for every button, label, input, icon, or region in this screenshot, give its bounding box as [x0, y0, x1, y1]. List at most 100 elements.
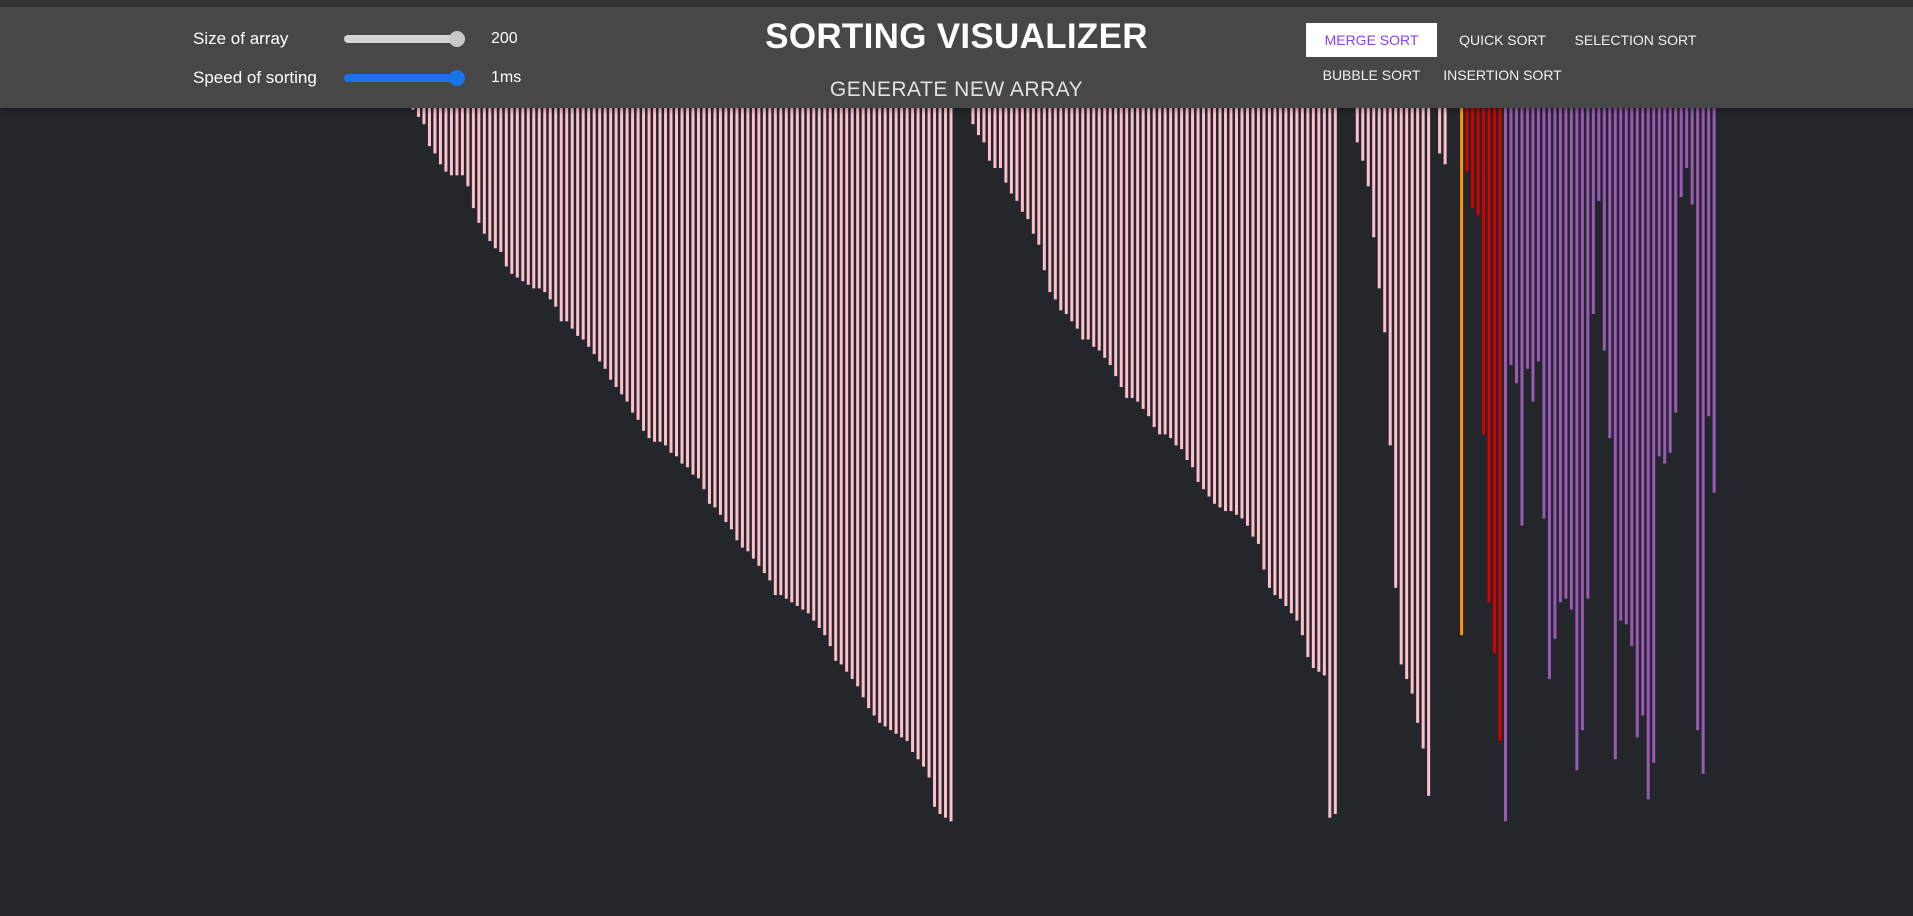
array-bar	[1328, 95, 1332, 818]
generate-new-array-button[interactable]: GENERATE NEW ARRAY	[829, 78, 1084, 101]
array-bar	[1597, 95, 1601, 201]
array-bar	[1493, 95, 1497, 654]
array-bar	[1685, 95, 1689, 168]
speed-value: 1ms	[491, 69, 522, 86]
selection-sort-button[interactable]: SELECTION SORT	[1574, 32, 1697, 48]
array-bar	[1097, 95, 1101, 351]
array-bar	[1042, 95, 1046, 271]
array-bar	[998, 95, 1002, 168]
array-bar	[1086, 95, 1090, 340]
array-bar	[460, 95, 464, 176]
array-bar	[900, 95, 904, 738]
array-bar	[1048, 95, 1052, 293]
array-bar	[1245, 95, 1249, 526]
array-bar	[927, 95, 931, 778]
array-bar	[1520, 95, 1524, 526]
array-bar	[773, 95, 777, 596]
array-bar	[642, 95, 646, 431]
array-bar	[488, 95, 492, 241]
array-bar	[856, 95, 860, 687]
array-bar	[1465, 95, 1469, 172]
speed-slider[interactable]	[344, 70, 465, 86]
array-bar	[702, 95, 706, 490]
array-bar	[933, 95, 937, 807]
array-bar	[1701, 95, 1705, 774]
array-bar	[1421, 95, 1425, 749]
array-bar	[1114, 95, 1118, 377]
array-bar	[653, 95, 657, 442]
size-label: Size of array	[193, 29, 289, 48]
array-bar	[466, 95, 470, 187]
array-bar	[581, 95, 585, 340]
array-bar	[1580, 95, 1584, 731]
array-bar	[828, 95, 832, 647]
array-bar	[916, 95, 920, 760]
array-bar	[1536, 95, 1540, 362]
array-bar	[1608, 95, 1612, 439]
array-bar	[762, 95, 766, 574]
array-bar	[696, 95, 700, 479]
speed-label: Speed of sorting	[193, 68, 317, 87]
array-bar	[1306, 95, 1310, 658]
array-bar	[1191, 95, 1195, 468]
array-bar	[1163, 95, 1167, 435]
array-bar	[944, 95, 948, 818]
array-bar	[1564, 95, 1568, 599]
array-bar	[592, 95, 596, 355]
array-bar	[971, 95, 975, 125]
array-bar	[499, 95, 503, 252]
array-bar	[1289, 95, 1293, 614]
array-bar	[1103, 95, 1107, 358]
array-bar	[526, 95, 530, 285]
bubble-sort-button[interactable]: BUBBLE SORT	[1322, 67, 1421, 83]
array-bar	[938, 95, 942, 814]
array-bar	[1646, 95, 1650, 800]
array-bar	[1064, 95, 1068, 314]
array-bar	[1696, 95, 1700, 731]
speed-slider-thumb[interactable]	[449, 70, 465, 86]
array-bar	[976, 95, 980, 136]
array-bar	[543, 95, 547, 293]
array-bar	[1174, 95, 1178, 446]
array-bar	[1525, 95, 1529, 369]
array-bar	[510, 95, 514, 274]
array-bar	[1663, 95, 1667, 464]
array-bar	[1026, 95, 1030, 220]
array-bar	[1476, 95, 1480, 216]
size-slider-thumb[interactable]	[449, 31, 465, 47]
array-bar	[1394, 95, 1398, 588]
array-bar	[427, 95, 431, 147]
page-title: SORTING VISUALIZER	[765, 17, 1148, 56]
array-bar	[1180, 95, 1184, 450]
array-bar	[1438, 95, 1442, 154]
array-bar	[1031, 95, 1035, 234]
size-slider[interactable]	[344, 31, 465, 47]
array-bar	[1471, 95, 1475, 209]
insertion-sort-button[interactable]: INSERTION SORT	[1443, 67, 1562, 83]
array-bar	[713, 95, 717, 508]
merge-sort-button[interactable]: MERGE SORT	[1306, 23, 1437, 57]
array-bar	[444, 95, 448, 172]
array-bar	[433, 95, 437, 154]
array-bar	[740, 95, 744, 548]
array-bar	[1514, 95, 1518, 384]
array-bar	[1229, 95, 1233, 512]
array-bar	[1224, 95, 1228, 512]
array-bar	[631, 95, 635, 413]
array-bar	[735, 95, 739, 541]
array-bar	[845, 95, 849, 672]
array-bar	[548, 95, 552, 300]
array-bar	[647, 95, 651, 439]
array-bar	[867, 95, 871, 709]
array-bar	[834, 95, 838, 661]
array-bar	[823, 95, 827, 636]
array-bar	[889, 95, 893, 731]
quick-sort-button[interactable]: QUICK SORT	[1459, 32, 1546, 48]
array-bar	[565, 95, 569, 322]
array-bar	[1141, 95, 1145, 409]
array-bar	[1185, 95, 1189, 460]
array-bar	[1119, 95, 1123, 387]
array-bar	[790, 95, 794, 603]
array-bar	[625, 95, 629, 402]
